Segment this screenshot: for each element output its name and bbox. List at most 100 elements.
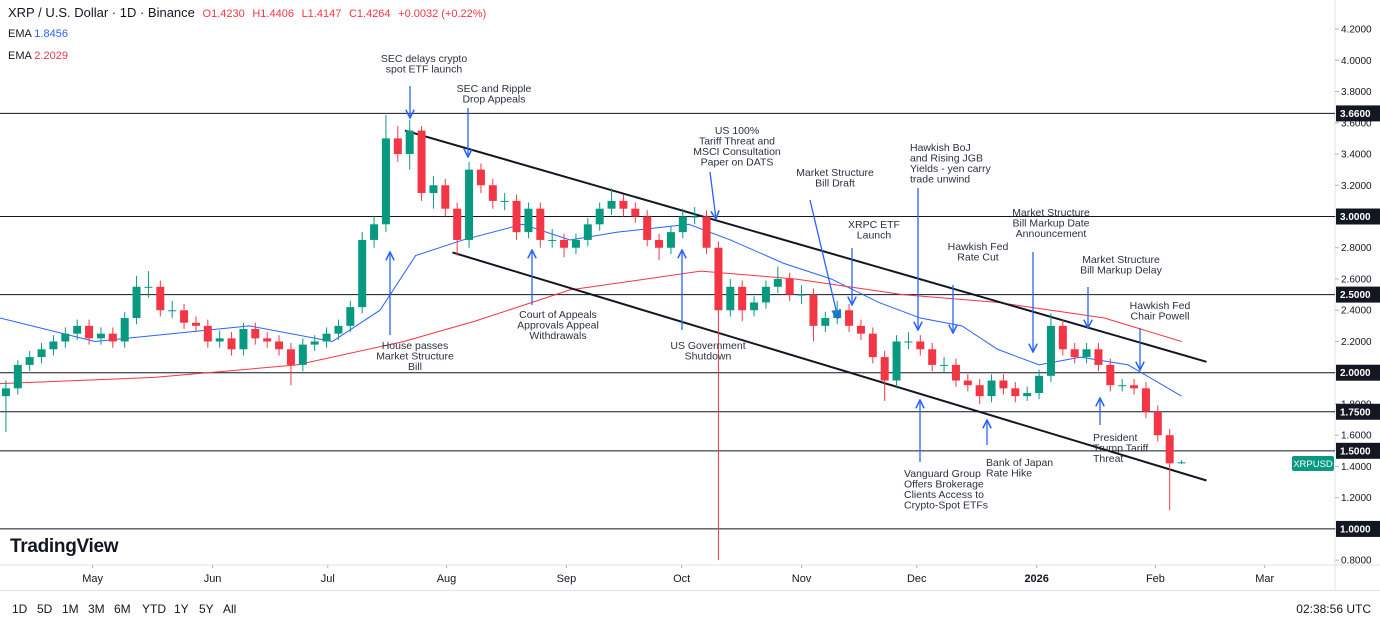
ema-line: [0, 270, 1182, 385]
annotation: President Trump Tariff Threat: [1093, 432, 1148, 465]
candle-body: [631, 208, 640, 217]
change-value: +0.0032 (+0.22%): [398, 8, 487, 20]
level-label-box: [1336, 208, 1380, 225]
annotation-line: Launch: [857, 230, 892, 242]
x-tick-label: May: [82, 573, 103, 585]
y-tick-label: 3.4000: [1341, 150, 1372, 161]
range-button[interactable]: 5D: [37, 602, 53, 616]
candle-body: [560, 239, 569, 248]
annotation: Hawkish Fed Chair Powell: [1130, 300, 1191, 323]
candle-body: [1058, 325, 1067, 350]
close-value: C1.4264: [348, 8, 391, 20]
annotation: Vanguard Group Offers Brokerage Clients Ac…: [904, 468, 988, 512]
level-label-box: [1336, 403, 1380, 420]
symbol-tag: XRPUSD: [1293, 459, 1333, 470]
annotation-line: and Rising JGB: [910, 153, 983, 165]
low-value: L1.4147: [301, 8, 342, 20]
candle-body: [868, 333, 877, 358]
candle-body: [643, 216, 652, 240]
annotation-line: Announcement: [1016, 228, 1087, 240]
y-tick-label: 1.4000: [1341, 462, 1372, 473]
candle-body: [203, 325, 212, 342]
annotation-line: Trump Tariff: [1093, 443, 1148, 455]
open-value: O1.4230: [202, 8, 245, 20]
y-tick-label: 3.8000: [1341, 87, 1372, 98]
range-button[interactable]: 1D: [12, 602, 28, 616]
candle-body: [1118, 385, 1127, 387]
x-tick-label: Jul: [321, 573, 335, 585]
candle-body: [85, 325, 94, 339]
candle-body: [619, 200, 628, 209]
x-tick-label: Dec: [907, 573, 927, 585]
candle-body: [1177, 462, 1186, 464]
candle-body: [1106, 364, 1115, 386]
candle-body: [298, 344, 307, 365]
annotation: Court of Appeals Approvals Appeal Withdraw…: [517, 309, 599, 342]
x-tick-label: Aug: [437, 573, 457, 585]
range-button[interactable]: YTD: [142, 602, 166, 616]
range-button[interactable]: 1Y: [174, 602, 189, 616]
annotation: SEC delays crypto spot ETF launch: [381, 53, 468, 76]
annotation-line: Clients Access to: [904, 489, 984, 501]
candle-body: [714, 247, 723, 311]
legend-header: XRP / U.S. Dollar · 1D · Binance O1.4230…: [8, 5, 486, 20]
ema-name: EMA: [8, 50, 32, 62]
x-tick-label: Mar: [1255, 573, 1274, 585]
level-label: 2.5000: [1340, 290, 1371, 301]
annotation-line: MSCI Consultation: [693, 146, 781, 158]
candle-body: [488, 185, 497, 201]
candle-body: [750, 302, 759, 311]
level-label-box: [1336, 520, 1380, 537]
range-button[interactable]: 6M: [114, 602, 131, 616]
candle-body: [37, 349, 46, 358]
candle-body: [512, 200, 521, 233]
bottom-toolbar: 02:38:56 UTC 1D 5D 1M 3M 6M YTD 1Y 5Y All: [0, 590, 1380, 624]
annotation: Bank of Japan Rate Hike: [986, 457, 1053, 480]
candle-body: [322, 333, 331, 342]
annotation-line: spot ETF launch: [386, 64, 463, 76]
candle-body: [132, 286, 141, 319]
candle-body: [987, 380, 996, 397]
candle-body: [571, 239, 580, 248]
candle-body: [286, 349, 295, 365]
y-tick-label: 1.2000: [1341, 493, 1372, 504]
annotation-line: Vanguard Group: [904, 468, 981, 480]
candle-body: [785, 278, 794, 295]
candle-body: [726, 286, 735, 311]
y-tick-label: 2.8000: [1341, 243, 1372, 254]
candle-body: [476, 169, 485, 186]
candle-body: [25, 357, 34, 365]
candle-body: [655, 239, 664, 248]
candle-body: [251, 328, 260, 339]
range-button[interactable]: 5Y: [199, 602, 214, 616]
candle-body: [845, 310, 854, 326]
candle-body: [690, 216, 699, 218]
candle-body: [1141, 388, 1150, 412]
y-tick-label: 3.2000: [1341, 181, 1372, 192]
annotation-line: XRPC ETF: [848, 219, 900, 231]
range-button[interactable]: 3M: [88, 602, 105, 616]
candle-body: [1130, 385, 1139, 389]
high-value: H1.4406: [252, 8, 294, 20]
candle-body: [738, 286, 747, 311]
candle-body: [821, 318, 830, 326]
candle-body: [227, 338, 236, 350]
annotation-line: Market Structure: [376, 351, 454, 363]
candle-body: [346, 307, 355, 326]
annotation-line: Withdrawals: [529, 330, 586, 342]
candle-body: [120, 318, 129, 342]
ema-legend: EMA 2.2029: [8, 50, 68, 62]
candle-body: [1094, 349, 1103, 365]
candle-body: [904, 341, 913, 343]
annotation-line: SEC and Ripple: [457, 83, 532, 95]
candle-body: [73, 325, 82, 334]
range-button[interactable]: 1M: [62, 602, 79, 616]
candle-body: [275, 341, 284, 350]
annotation-line: trade unwind: [910, 174, 970, 186]
range-button[interactable]: All: [223, 602, 237, 616]
level-label-box: [1336, 442, 1380, 459]
ema-name: EMA: [8, 28, 32, 40]
channel-line: [452, 251, 1207, 482]
candle-body: [536, 208, 545, 240]
x-tick-label: Jun: [204, 573, 222, 585]
